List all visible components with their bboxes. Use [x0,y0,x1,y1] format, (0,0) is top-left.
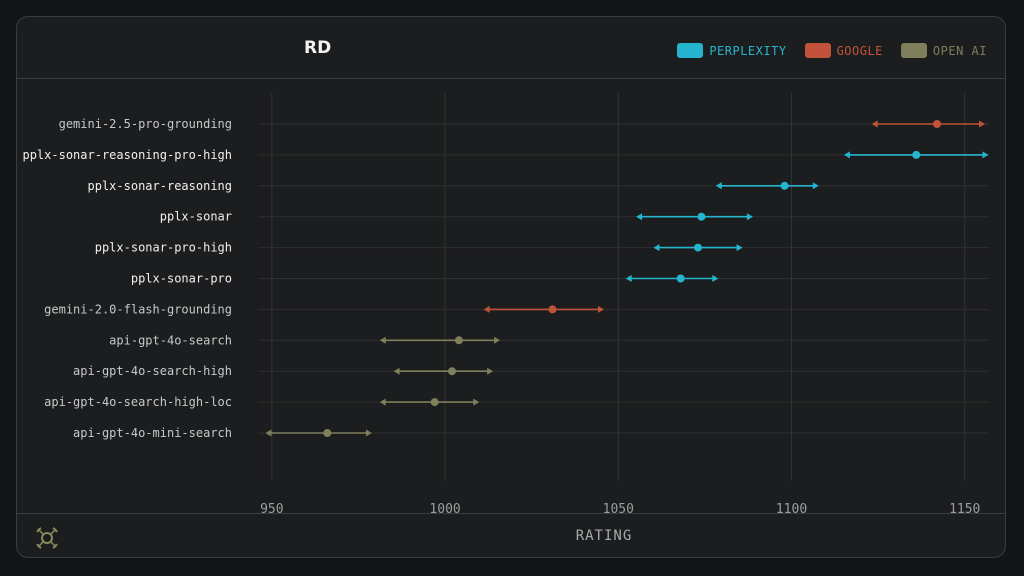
y-tick-label: gemini-2.0-flash-grounding [44,302,232,316]
legend-label: GOOGLE [836,43,883,58]
y-tick-label: pplx-sonar-reasoning [88,179,233,193]
error-bar-cap-low [379,398,386,406]
y-tick-label: pplx-sonar-reasoning-pro-high [22,148,232,162]
error-bar-cap-low [379,336,386,344]
orbit-logo-icon [33,524,61,556]
data-point [430,398,439,407]
error-bar-cap-low [265,429,272,437]
data-point [912,150,921,159]
error-bar-cap-high [736,244,743,252]
error-bar-cap-high [979,120,986,128]
error-bar-cap-high [597,305,604,313]
legend-label: OPEN AI [932,43,987,58]
legend: PERPLEXITY GOOGLE OPEN AI [677,43,987,58]
error-bar-cap-high [712,275,719,282]
y-tick-label: api-gpt-4o-search-high-loc [44,395,232,409]
error-bar-cap-low [715,182,722,190]
error-bar-cap-high [487,367,494,375]
y-tick-label: api-gpt-4o-search-high [73,364,232,378]
data-point [933,120,942,128]
error-bar-cap-low [625,275,632,282]
y-tick-label: pplx-sonar-pro [131,272,232,286]
data-point [323,429,332,437]
error-bar-cap-high [746,213,753,221]
data-point [676,274,685,283]
chart-svg: 950 1000 1050 1100 1150 gemini-2.5-pro-ground… [22,93,989,517]
error-bar-cap-low [653,244,660,252]
chart-header: RD PERPLEXITY GOOGLE OPEN AI [17,17,1005,79]
error-bar-cap-low [843,151,850,159]
chart-panel: RD PERPLEXITY GOOGLE OPEN AI 950 1000 1050 11… [16,16,1006,558]
y-tick-label: pplx-sonar [160,210,232,224]
x-tick-label: 950 [260,502,283,513]
error-bar-cap-high [494,336,501,344]
legend-item: OPEN AI [900,43,987,58]
data-point [780,181,789,190]
data-point [448,367,457,376]
y-tick-label: api-gpt-4o-mini-search [73,426,232,440]
error-bar-cap-low [483,305,490,313]
legend-swatch [677,43,704,58]
y-tick-label: pplx-sonar-pro-high [95,241,232,255]
data-point [693,243,702,252]
chart-title: RD [304,38,332,58]
x-tick-label: 1000 [429,502,460,513]
data-point [454,336,463,345]
chart-area: 950 1000 1050 1100 1150 gemini-2.5-pro-ground… [17,79,1005,517]
error-bar-cap-low [636,213,643,221]
legend-item: GOOGLE [804,43,883,58]
x-tick-label: 1100 [776,502,807,513]
error-bar-cap-high [982,151,989,159]
error-bar-cap-high [365,429,372,437]
x-tick-label: 1050 [603,502,634,513]
x-tick-label: 1150 [949,502,980,513]
legend-label: PERPLEXITY [709,43,787,58]
error-bar-cap-high [812,182,819,190]
legend-swatch [900,43,927,58]
x-axis-label: RATING [575,528,633,544]
error-bar-cap-high [473,398,480,406]
error-bar-cap-low [393,367,400,375]
legend-swatch [804,43,831,58]
y-tick-label: api-gpt-4o-search [109,333,232,347]
y-tick-label: gemini-2.5-pro-grounding [59,117,232,131]
data-point [697,212,706,221]
error-bar-cap-low [871,120,878,128]
chart-footer: RATING [17,513,1005,557]
legend-item: PERPLEXITY [677,43,786,58]
data-point [548,305,557,314]
